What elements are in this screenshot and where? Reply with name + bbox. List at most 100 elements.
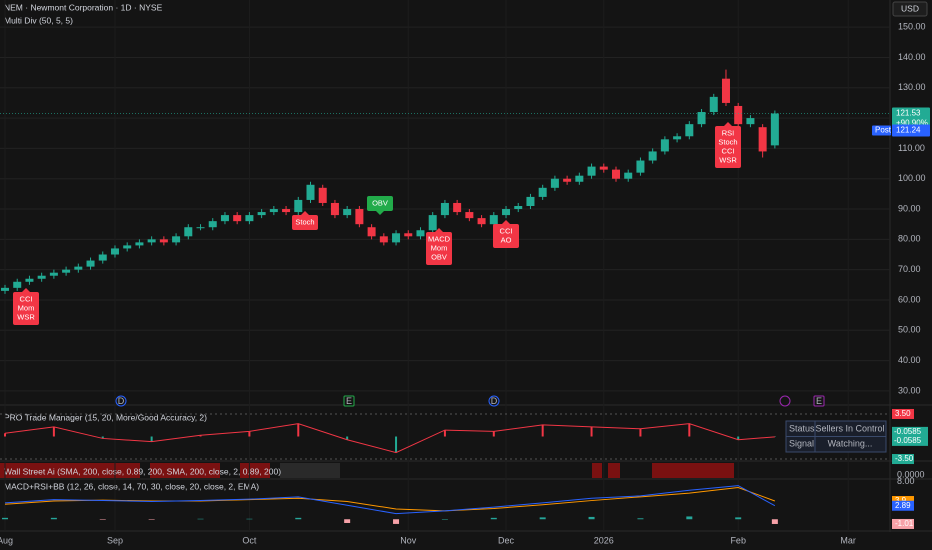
- osc-value-label: -0.0585: [894, 436, 922, 445]
- candle-body: [269, 209, 278, 213]
- macd-value-label: 2.89: [895, 501, 911, 510]
- y-tick-label: 40.00: [898, 355, 921, 365]
- osc-bar: [199, 435, 202, 437]
- signal-text: CCI: [20, 294, 33, 303]
- candle-body: [196, 227, 205, 229]
- signal-text: AO: [501, 235, 512, 244]
- signal-box: [715, 126, 741, 168]
- candle-body: [734, 105, 743, 125]
- event-marker: [488, 395, 500, 407]
- osc-bar: [395, 436, 398, 453]
- wsa-band: [0, 463, 140, 478]
- osc-bar: [297, 423, 300, 437]
- change-label: +90.90%: [896, 119, 928, 128]
- osc-bar: [688, 423, 691, 437]
- x-tick-label: Feb: [730, 535, 746, 545]
- signal-text: MACD: [428, 234, 451, 243]
- osc-value-box: [892, 435, 928, 446]
- candle-body: [110, 248, 119, 255]
- wsa-band: [652, 463, 734, 478]
- y-tick-label: 8.00: [897, 476, 915, 486]
- osc-bar: [590, 426, 593, 437]
- macd-hist-bar: [197, 518, 204, 520]
- signal-text: OBV: [372, 198, 388, 207]
- candle-body: [648, 151, 657, 161]
- candle-body: [599, 166, 608, 170]
- candle-body: [135, 242, 144, 246]
- candle-body: [282, 209, 291, 213]
- candle-body: [673, 136, 682, 140]
- candle-body: [563, 178, 572, 182]
- x-tick-label: Sep: [107, 535, 123, 545]
- signal-box: [367, 196, 393, 211]
- x-tick-label: Mar: [840, 535, 856, 545]
- candle-body: [746, 118, 755, 125]
- candle-body: [343, 209, 352, 216]
- macd-value-box: [892, 518, 914, 529]
- macd-value-label: 3.9: [895, 496, 907, 505]
- signal-text: CCI: [500, 226, 513, 235]
- candle-body: [636, 160, 645, 173]
- macd-value-box: [892, 500, 914, 511]
- candle-body: [233, 215, 242, 222]
- event-marker: [813, 395, 825, 407]
- candle-body: [86, 260, 95, 267]
- y-tick-label: 50.00: [898, 325, 921, 335]
- candle-body: [330, 202, 339, 216]
- signal-text: Mom: [18, 303, 35, 312]
- candle-body: [123, 245, 132, 249]
- candle-body: [184, 227, 193, 237]
- y-tick-label: 100.00: [898, 173, 926, 183]
- candle-body: [355, 209, 364, 225]
- candle-body: [1, 287, 9, 291]
- candle-body: [367, 227, 376, 237]
- candle-body: [416, 230, 425, 237]
- wsa-band: [150, 463, 220, 478]
- candle-body: [758, 127, 767, 152]
- osc-bar: [443, 430, 446, 437]
- candle-body: [514, 206, 523, 210]
- signal-box: [292, 215, 318, 230]
- event-label: E: [346, 396, 352, 406]
- pane-title: Wall Street Ai (SMA, 200, close, 0.89, 2…: [4, 466, 281, 476]
- candle-body: [147, 239, 156, 243]
- signal-arrow: [22, 288, 30, 292]
- y-tick-label: 150.00: [898, 22, 926, 32]
- macd-hist-bar: [490, 517, 497, 520]
- signal-arrow: [502, 220, 510, 224]
- x-tick-label: Nov: [400, 535, 417, 545]
- macd-value-label: -1.01: [895, 519, 914, 528]
- y-tick-label: 80.00: [898, 234, 921, 244]
- y-tick-label: 110.00: [898, 143, 925, 153]
- level-box: [892, 408, 914, 419]
- osc-bar: [150, 436, 153, 442]
- event-marker: [115, 395, 127, 407]
- macd-hist-bar: [148, 519, 155, 520]
- event-marker: [343, 395, 355, 407]
- wsa-band: [608, 463, 620, 478]
- signal-text: WSR: [17, 312, 35, 321]
- x-tick-label: Aug: [0, 535, 13, 545]
- osc-line: [4, 423, 775, 454]
- candle-body: [721, 78, 730, 103]
- currency-button[interactable]: [892, 1, 928, 17]
- signal-arrow: [724, 122, 732, 126]
- macd-hist-bar: [99, 519, 106, 520]
- symbol-title: NEM · Newmont Corporation · 1D · NYSE: [4, 2, 163, 12]
- currency-label[interactable]: USD: [901, 3, 919, 13]
- macd-hist-bar: [441, 519, 448, 520]
- macd-hist-bar: [2, 517, 8, 520]
- osc-bar: [737, 436, 740, 440]
- y-tick-label: 90.00: [898, 203, 921, 213]
- candle-body: [709, 96, 718, 113]
- signal-text: Mom: [431, 243, 448, 252]
- candle-body: [612, 169, 620, 179]
- signal-box: [493, 224, 519, 248]
- candle-body: [660, 139, 669, 152]
- event-label: E: [816, 396, 822, 406]
